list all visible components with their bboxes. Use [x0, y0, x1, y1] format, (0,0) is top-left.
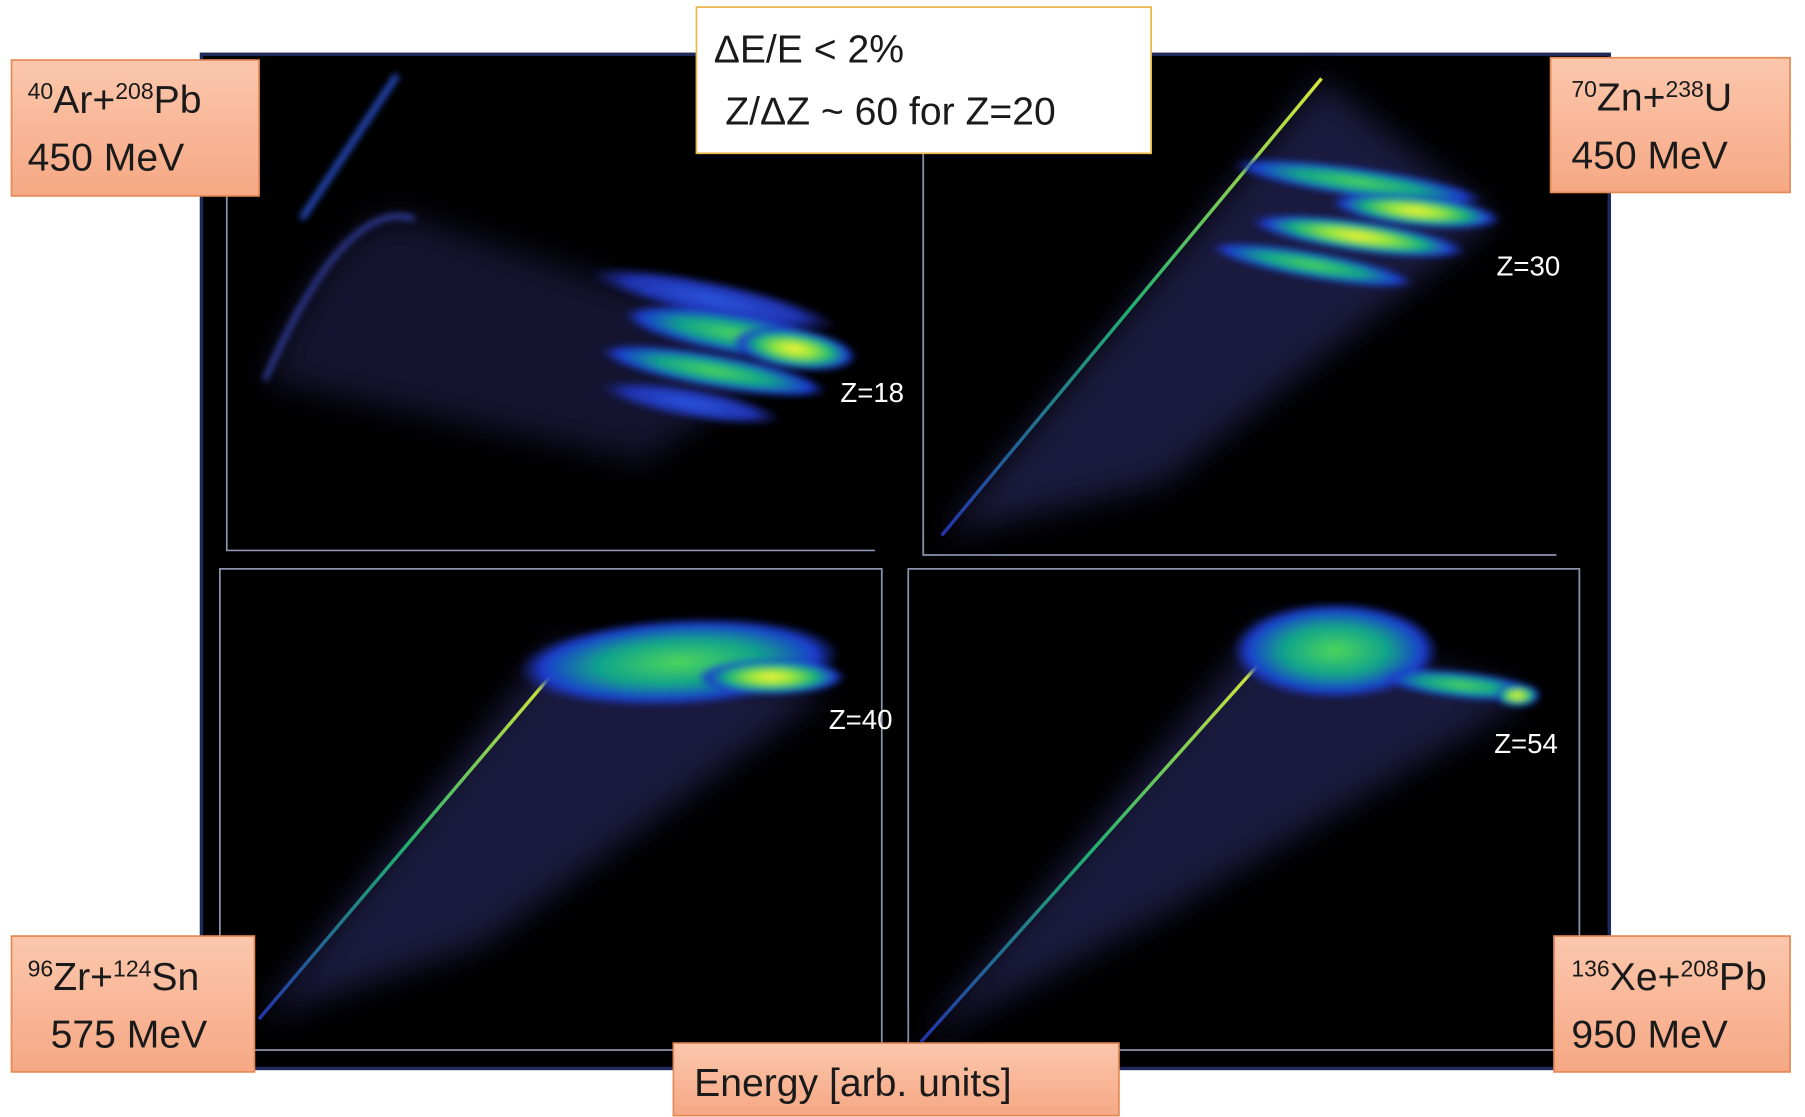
mass: 96	[28, 955, 54, 981]
z-label: Z=18	[840, 377, 904, 408]
symbol: Xe+	[1610, 956, 1681, 999]
panel-3	[219, 567, 883, 1051]
energy: 450 MeV	[1571, 134, 1728, 177]
mass: 238	[1665, 76, 1703, 102]
z-label: Z=54	[1494, 728, 1558, 759]
symbol: Pb	[154, 79, 202, 122]
symbol: U	[1704, 77, 1732, 120]
symbol: Pb	[1719, 956, 1767, 999]
reaction: 96Zr+124Sn	[28, 955, 200, 999]
panel-1	[225, 73, 875, 552]
note-line: Z/ΔZ ~ 60 for Z=20	[725, 91, 1056, 134]
mass: 208	[115, 78, 153, 104]
reaction: 40Ar+208Pb	[28, 78, 202, 122]
z-label: Z=30	[1496, 250, 1560, 281]
mass: 124	[113, 955, 152, 981]
panel-4	[907, 567, 1581, 1051]
z-label: Z=40	[829, 704, 893, 735]
symbol: Zr+	[53, 956, 113, 999]
symbol: Zn+	[1597, 77, 1666, 120]
energy: 450 MeV	[28, 137, 185, 180]
x-axis-label: Energy [arb. units]	[694, 1062, 1012, 1105]
symbol: Sn	[151, 956, 199, 999]
label-box	[1549, 56, 1791, 194]
energy: 950 MeV	[1571, 1014, 1728, 1057]
mass: 136	[1571, 955, 1609, 981]
panel-2	[922, 75, 1557, 556]
label-box	[10, 59, 260, 197]
mass: 40	[28, 78, 54, 104]
reaction: 70Zn+238U	[1571, 76, 1732, 120]
mass: 70	[1571, 76, 1597, 102]
label-box	[10, 935, 256, 1073]
energy: 575 MeV	[51, 1014, 208, 1057]
note-box	[695, 6, 1153, 155]
mass: 208	[1680, 955, 1718, 981]
note-line: ΔE/E < 2%	[714, 28, 904, 71]
reaction: 136Xe+208Pb	[1571, 955, 1766, 999]
label-box	[1553, 935, 1791, 1073]
symbol: Ar+	[53, 79, 115, 122]
axis-label-box	[672, 1042, 1120, 1117]
